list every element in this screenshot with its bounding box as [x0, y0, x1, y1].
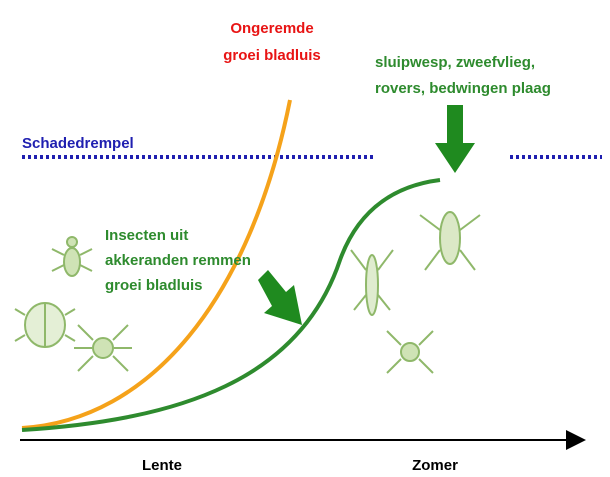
- label: Zomer: [412, 457, 458, 474]
- label: Insecten uit: [105, 227, 188, 244]
- label: Ongeremde: [230, 20, 313, 37]
- page: Ongeremde groei bladluis sluipwesp, zwee…: [0, 0, 610, 477]
- diagram: Ongeremde groei bladluis sluipwesp, zwee…: [0, 0, 610, 477]
- label: Lente: [142, 457, 182, 474]
- label: sluipwesp, zweefvlieg,: [375, 54, 535, 71]
- label: groei bladluis: [223, 47, 321, 64]
- diagonal-arrow: [258, 270, 302, 325]
- label: akkeranden remmen: [105, 252, 251, 269]
- label: rovers, bedwingen plaag: [375, 80, 551, 97]
- label: Schadedrempel: [22, 135, 134, 152]
- label: groei bladluis: [105, 277, 203, 294]
- down-arrow: [435, 105, 475, 173]
